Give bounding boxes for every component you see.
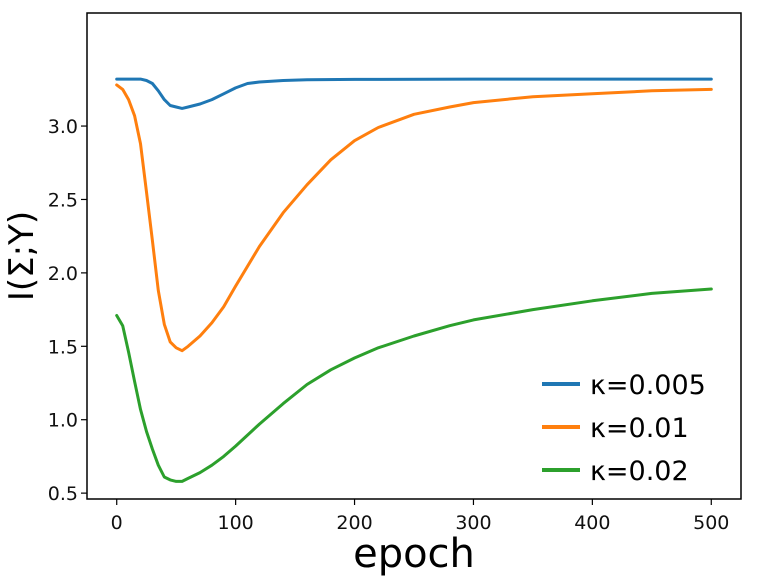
x-tick-label: 200 — [336, 512, 372, 534]
legend-label-3: κ=0.02 — [590, 456, 689, 487]
y-tick-label: 1.5 — [48, 336, 78, 358]
series-line-1 — [115, 77, 713, 110]
x-tick-label: 500 — [693, 512, 729, 534]
x-axis: 0 100 200 300 400 500 — [111, 499, 729, 534]
y-tick-label: 1.0 — [48, 410, 78, 432]
x-axis-title: epoch — [353, 531, 475, 577]
plot-frame — [86, 12, 742, 500]
y-axis: 0.5 1.0 1.5 2.0 2.5 3.0 — [48, 116, 87, 505]
legend-label-2: κ=0.01 — [590, 413, 689, 444]
series-layer — [115, 77, 713, 483]
x-tick-label: 300 — [455, 512, 491, 534]
x-tick-label: 100 — [218, 512, 254, 534]
series-line-3 — [115, 287, 713, 483]
series-line-2 — [115, 83, 713, 353]
x-tick-label: 400 — [574, 512, 610, 534]
legend-label-1: κ=0.005 — [590, 370, 706, 401]
y-tick-label: 3.0 — [48, 116, 78, 138]
x-tick-label: 0 — [111, 512, 123, 534]
y-tick-label: 2.0 — [48, 263, 78, 285]
y-tick-label: 2.5 — [48, 189, 78, 211]
y-tick-label: 0.5 — [48, 483, 78, 505]
legend: κ=0.005 κ=0.01 κ=0.02 — [542, 370, 706, 487]
y-axis-title: I(Σ;Y) — [2, 211, 42, 301]
